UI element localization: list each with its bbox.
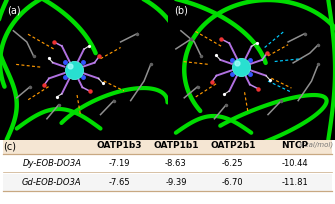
Text: (b): (b) bbox=[174, 6, 188, 16]
Text: Gd-EOB-DO3A: Gd-EOB-DO3A bbox=[22, 178, 82, 187]
Text: (c): (c) bbox=[3, 142, 16, 152]
Text: -7.65: -7.65 bbox=[108, 178, 130, 187]
Text: -6.70: -6.70 bbox=[222, 178, 244, 187]
Text: OATP2b1: OATP2b1 bbox=[210, 141, 256, 150]
Text: Dy-EOB-DO3A: Dy-EOB-DO3A bbox=[22, 159, 81, 168]
Text: OATP1b3: OATP1b3 bbox=[96, 141, 142, 150]
Bar bbox=[3, 174, 332, 191]
Bar bbox=[3, 137, 332, 154]
Bar bbox=[3, 155, 332, 172]
Text: (kcal/mol): (kcal/mol) bbox=[298, 142, 333, 148]
Text: -7.19: -7.19 bbox=[108, 159, 130, 168]
Text: -10.44: -10.44 bbox=[281, 159, 308, 168]
Text: -6.25: -6.25 bbox=[222, 159, 244, 168]
Text: -8.63: -8.63 bbox=[165, 159, 187, 168]
Text: NTCP: NTCP bbox=[281, 141, 308, 150]
Text: (a): (a) bbox=[7, 6, 20, 16]
Text: OATP1b1: OATP1b1 bbox=[153, 141, 199, 150]
Text: -11.81: -11.81 bbox=[281, 178, 308, 187]
Text: -9.39: -9.39 bbox=[165, 178, 187, 187]
